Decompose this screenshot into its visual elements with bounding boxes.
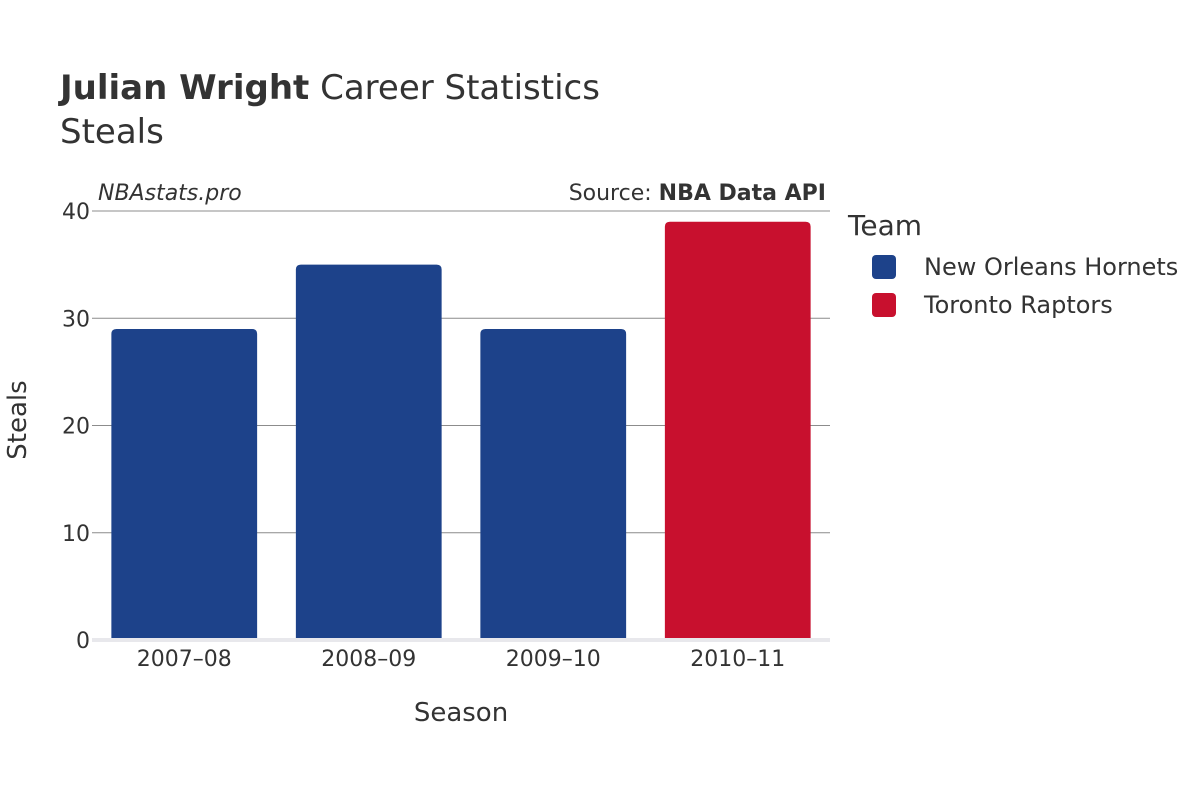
site-credit: NBAstats.pro bbox=[98, 181, 242, 206]
legend-title: Team bbox=[848, 209, 923, 242]
x-tick-label: 2009–10 bbox=[506, 647, 601, 672]
y-tick-label: 10 bbox=[62, 522, 90, 547]
legend-label-hornets: New Orleans Hornets bbox=[924, 253, 1179, 281]
x-axis-label: Season bbox=[414, 698, 508, 728]
source-credit: Source: NBA Data API bbox=[569, 181, 826, 206]
bar-2010–11[interactable] bbox=[664, 221, 811, 640]
chart-title-player: Julian Wright bbox=[60, 68, 310, 108]
x-tick-label: 2010–11 bbox=[690, 647, 785, 672]
chart-title-rest: Career Statistics bbox=[309, 68, 600, 108]
bar-2007–08[interactable] bbox=[111, 328, 258, 640]
x-axis-baseline bbox=[92, 638, 830, 642]
y-axis-label: Steals bbox=[3, 380, 33, 459]
legend-swatch-hornets bbox=[872, 255, 896, 279]
y-tick-labels: 0 10 20 30 40 bbox=[62, 200, 90, 654]
bar-2008–09[interactable] bbox=[295, 264, 442, 640]
x-tick-label: 2007–08 bbox=[137, 647, 232, 672]
x-tick-labels: 2007–08 2008–09 2009–10 2010–11 bbox=[137, 647, 785, 672]
x-tick-label: 2008–09 bbox=[321, 647, 416, 672]
legend-label-raptors: Toronto Raptors bbox=[924, 291, 1113, 319]
y-tick-label: 40 bbox=[62, 200, 90, 225]
legend-item-hornets[interactable]: New Orleans Hornets bbox=[848, 248, 1178, 286]
chart-title: Julian Wright Career Statistics bbox=[60, 68, 600, 108]
bars bbox=[111, 221, 811, 640]
bar-2009–10[interactable] bbox=[480, 328, 627, 640]
chart-subtitle: Steals bbox=[60, 112, 164, 152]
source-name: NBA Data API bbox=[659, 181, 826, 206]
source-prefix: Source: bbox=[569, 181, 659, 206]
y-tick-label: 30 bbox=[62, 307, 90, 332]
legend-item-raptors[interactable]: Toronto Raptors bbox=[848, 286, 1178, 324]
legend-swatch-raptors bbox=[872, 293, 896, 317]
y-tick-label: 20 bbox=[62, 415, 90, 440]
legend: Team New Orleans Hornets Toronto Raptors bbox=[848, 208, 1178, 324]
y-tick-label: 0 bbox=[76, 629, 90, 654]
